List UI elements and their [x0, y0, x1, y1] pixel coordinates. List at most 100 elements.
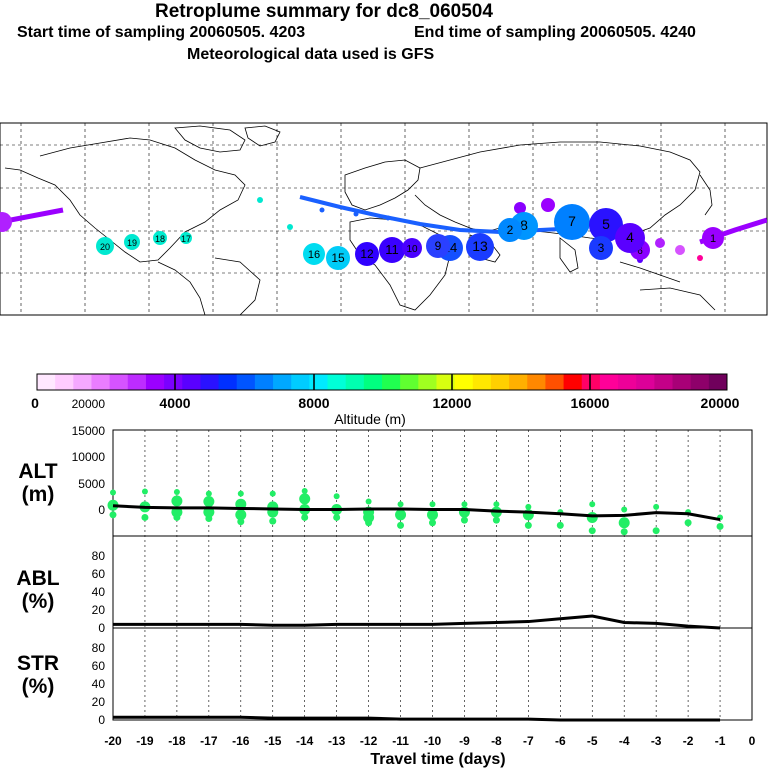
- colorbar-swatch: [291, 374, 310, 390]
- x-tick-label: -3: [651, 734, 662, 748]
- colorbar-swatch: [418, 374, 437, 390]
- altitude-dot: [684, 519, 692, 527]
- x-tick-label: -16: [232, 734, 250, 748]
- y-tick-label: 0: [98, 503, 105, 517]
- trajectory-day-label: 17: [181, 234, 191, 244]
- colorbar-swatch: [109, 374, 129, 390]
- altitude-dot: [203, 496, 215, 508]
- altitude-dot: [427, 509, 438, 521]
- colorbar-swatch: [73, 374, 92, 390]
- x-tick-label: -4: [619, 734, 630, 748]
- trajectory-day-label: 6: [637, 246, 643, 257]
- altitude-dot: [652, 527, 660, 535]
- altitude-dot: [110, 489, 116, 496]
- trajectory-day-label: 5: [602, 216, 610, 232]
- x-tick-label: -7: [523, 734, 534, 748]
- x-tick-label: -5: [587, 734, 598, 748]
- trajectory-small-markers: [0, 197, 703, 263]
- end-time-label: End time of sampling 20060505. 4240: [414, 24, 696, 41]
- colorbar-swatch: [454, 374, 474, 390]
- altitude-dot: [397, 521, 405, 529]
- colorbar-swatch: [599, 374, 619, 390]
- y-tick-label: 5000: [78, 477, 105, 491]
- altitude-dot: [173, 489, 180, 496]
- trajectory-day-label: 12: [360, 247, 374, 261]
- start-time-label: Start time of sampling 20060505. 4203: [17, 24, 306, 41]
- y-tick-label: 80: [92, 549, 106, 563]
- trajectory-day-marker: [379, 237, 405, 263]
- trajectory-day-label: 19: [127, 238, 137, 248]
- altitude-colorbar: [36, 373, 728, 391]
- panel-labels: ALT (m) ABL (%) STR (%): [16, 460, 59, 698]
- altitude-dot: [525, 503, 532, 510]
- colorbar-title: Altitude (m): [334, 411, 406, 427]
- trajectory-day-marker: [615, 223, 645, 253]
- altitude-dot: [205, 490, 212, 497]
- trajectory-day-label: 13: [472, 238, 488, 254]
- series-lines: [112, 504, 721, 722]
- colorbar-swatch: [654, 374, 674, 390]
- alt-y-tick-labels: 0 5000 10000 15000 20000: [72, 397, 106, 517]
- x-tick-label: -11: [392, 734, 409, 748]
- colorbar-swatch: [182, 374, 201, 390]
- x-tick-label: -20: [104, 734, 122, 748]
- x-tick-label: -6: [555, 734, 566, 748]
- trajectory-day-marker: [124, 234, 140, 250]
- altitude-dot: [653, 503, 660, 510]
- y-tick-label: 20: [92, 603, 106, 617]
- x-tick-label: -14: [296, 734, 314, 748]
- trajectory-day-marker: [153, 231, 167, 245]
- altitude-dot: [269, 517, 277, 525]
- trajectory-day-label: 10: [406, 244, 418, 255]
- y-tick-label: 40: [92, 585, 106, 599]
- trajectory-day-label: 16: [308, 249, 320, 261]
- x-tick-label: -9: [459, 734, 470, 748]
- panel-vertical-gridlines: [144, 430, 721, 720]
- altitude-dot: [269, 490, 276, 497]
- altitude-dot: [173, 513, 181, 521]
- trajectory-day-label: 2: [507, 223, 514, 237]
- colorbar-swatch: [581, 374, 601, 390]
- y-tick-label: 40: [92, 677, 106, 691]
- y-tick-label: 80: [92, 641, 106, 655]
- altitude-dot: [301, 487, 308, 494]
- x-tick-label: -2: [683, 734, 694, 748]
- trajectory-day-marker: [702, 227, 724, 249]
- trajectory-day-marker: [96, 237, 114, 255]
- x-tick-label: -8: [491, 734, 502, 748]
- colorbar-swatch: [236, 374, 256, 390]
- colorbar-swatch: [327, 374, 347, 390]
- colorbar-swatch: [690, 374, 710, 390]
- colorbar-swatch: [91, 374, 111, 390]
- altitude-dot: [141, 488, 148, 495]
- y-tick-label: 10000: [72, 450, 106, 464]
- alt-median-line: [112, 504, 721, 522]
- altitude-dot: [299, 493, 311, 505]
- altitude-dot: [493, 501, 500, 508]
- abl-panel-label: ABL: [16, 567, 59, 590]
- y-tick-label: 15000: [72, 424, 106, 438]
- colorbar-swatch: [636, 374, 655, 390]
- trajectory-day-marker: [326, 246, 350, 270]
- colorbar-swatch: [127, 374, 147, 390]
- colorbar-tick-label: 16000: [571, 395, 610, 411]
- colorbar-swatch: [382, 374, 401, 390]
- colorbar-swatch: [400, 374, 419, 390]
- colorbar-swatch: [200, 374, 220, 390]
- altitude-dot: [395, 509, 407, 521]
- colorbar-swatch: [545, 374, 565, 390]
- trajectory-day-label: 11: [385, 242, 399, 257]
- x-tick-labels: -20 -19 -18 -17 -16 -15 -14 -13 -12 -11 -10 -9 -8 -7-…: [104, 734, 755, 748]
- x-tick-label: -1: [715, 734, 726, 748]
- altitude-dot: [460, 516, 468, 524]
- colorbar-swatch: [618, 374, 637, 390]
- altitude-dot: [621, 506, 628, 513]
- altitude-dot: [429, 519, 436, 527]
- x-tick-label: -10: [424, 734, 442, 748]
- altitude-dot: [716, 522, 724, 530]
- altitude-dot: [333, 513, 341, 521]
- colorbar-swatch: [37, 374, 56, 390]
- trajectory-day-label: 3: [598, 241, 605, 255]
